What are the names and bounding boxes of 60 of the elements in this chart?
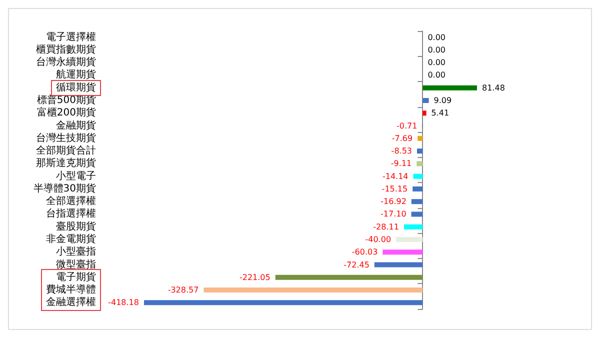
bar [374, 262, 423, 268]
data-label: -9.11 [390, 159, 412, 168]
data-label: 5.41 [431, 108, 450, 118]
y-tick-label: 微型臺指 [56, 258, 96, 270]
bar [404, 224, 423, 230]
bar [411, 212, 423, 217]
data-label: -0.71 [396, 121, 418, 130]
data-label: -72.45 [344, 260, 370, 270]
y-tick-label: 台灣永續期貨 [36, 56, 96, 68]
data-label: -7.69 [392, 134, 413, 143]
data-label: -328.57 [168, 286, 199, 295]
data-label: 0.00 [428, 58, 446, 68]
data-label: 0.00 [428, 32, 446, 42]
y-tick-label: 小型電子 [56, 170, 96, 182]
data-label: -40.00 [365, 235, 392, 244]
data-label: -16.92 [380, 197, 406, 206]
bar [413, 174, 423, 179]
y-tick-label: 金融選擇權 [46, 296, 96, 308]
bar [275, 274, 423, 280]
data-label: 0.00 [428, 45, 446, 54]
y-tick-label: 全部期貨合計 [36, 144, 96, 157]
bar [418, 136, 423, 141]
bar [422, 85, 477, 90]
y-tick-label: 循環期貨 [56, 81, 96, 94]
y-tick-label: 小型臺指 [56, 246, 96, 258]
data-label: -17.10 [380, 210, 406, 219]
bar [411, 199, 423, 204]
bar [422, 110, 426, 116]
bar [422, 98, 429, 103]
bar [144, 300, 423, 306]
data-label: 81.48 [482, 83, 505, 92]
bar [382, 250, 423, 255]
bar [416, 161, 423, 166]
data-label: -15.15 [382, 184, 408, 194]
bar [417, 148, 423, 154]
y-tick-label: 台指選擇權 [46, 208, 96, 220]
data-label: -418.18 [108, 298, 139, 308]
y-tick-label: 非金電期貨 [46, 233, 96, 245]
y-tick-label: 航運期貨 [56, 68, 96, 81]
y-tick-label: 櫃買指數期貨 [36, 43, 96, 56]
y-tick-label: 費城半導體 [46, 284, 96, 296]
data-label: 9.09 [434, 96, 452, 105]
bar [396, 237, 423, 242]
y-tick-label: 半導體30期貨 [33, 182, 96, 194]
y-tick-label: 電子選擇權 [46, 30, 96, 43]
data-label: -60.03 [352, 248, 378, 257]
data-label: 0.00 [428, 70, 446, 80]
y-tick-label: 全部選擇權 [46, 195, 96, 208]
bar [412, 186, 423, 192]
data-label: -8.53 [391, 146, 412, 156]
y-tick-label: 那斯達克期貨 [36, 157, 96, 170]
data-label: -28.11 [373, 222, 399, 232]
data-label: -221.05 [239, 272, 270, 282]
y-tick-label: 富櫃200期貨 [36, 106, 96, 119]
y-tick-label: 臺股期貨 [56, 220, 96, 232]
y-tick-label: 台灣生技期貨 [36, 132, 96, 144]
y-tick-label: 電子期貨 [56, 270, 96, 283]
data-label: -14.14 [382, 172, 408, 181]
y-tick-label: 金融期貨 [56, 119, 96, 132]
bar [204, 288, 423, 293]
